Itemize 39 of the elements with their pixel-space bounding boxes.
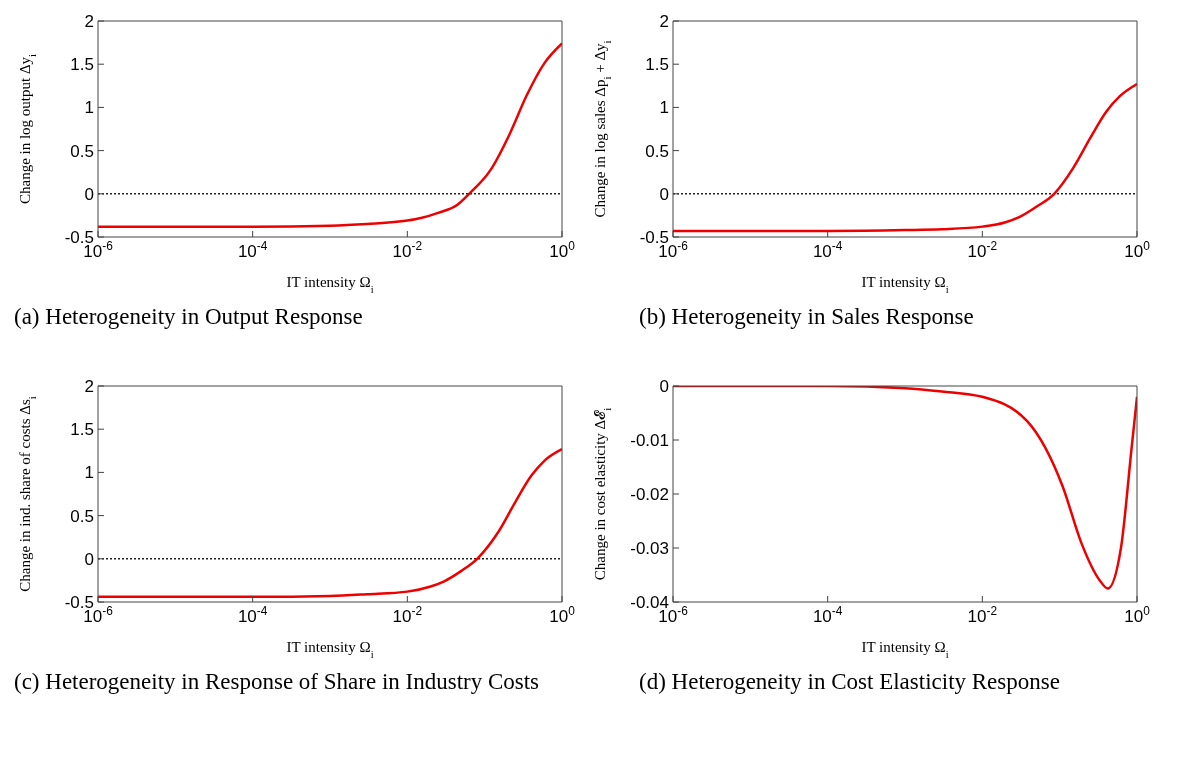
text: (c) Heterogeneity in Response of Share in Industry Costs — [13, 668, 541, 696]
x-tick-label: 10$^{-2}$ — [967, 604, 998, 626]
y-tick-label: -0.03 — [630, 539, 669, 558]
x-axis-title: IT intensity Ω$_{i}$ — [861, 639, 949, 660]
y-tick-label: 1 — [659, 98, 669, 118]
x-tick-label: 10$^{0}$ — [1124, 604, 1151, 626]
x-axis-title: IT intensity Ω$_{i}$ — [861, 274, 949, 295]
y-tick-label: 2 — [659, 12, 669, 31]
x-tick-label: 10$^{-4}$ — [812, 239, 843, 261]
text: (a) Heterogeneity in Output Response — [13, 303, 364, 331]
y-tick-label: 1.5 — [70, 55, 94, 75]
y-tick-label: -0.02 — [630, 485, 669, 504]
x-axis-title: IT intensity Ω$_{i}$ — [286, 274, 374, 295]
x-tick-label: 10$^{-4}$ — [237, 239, 268, 261]
x-tick-label: 10$^{-2}$ — [392, 239, 423, 261]
y-tick-label: 0.5 — [645, 141, 669, 161]
y-tick-label: 1 — [84, 98, 94, 118]
y-tick-label: 0 — [659, 184, 669, 204]
y-tick-label: 1.5 — [645, 55, 669, 75]
x-tick-label: 10$^{0}$ — [549, 604, 576, 626]
x-tick-label: 10$^{-4}$ — [812, 604, 843, 626]
x-tick-label: 10$^{-4}$ — [237, 604, 268, 626]
y-tick-label: 1.5 — [70, 420, 94, 440]
x-tick-label: 10$^{0}$ — [549, 239, 576, 261]
x-tick-label: 10$^{-2}$ — [392, 604, 423, 626]
x-tick-label: 10$^{0}$ — [1124, 239, 1151, 261]
y-tick-label: 0 — [84, 184, 94, 204]
x-axis-title: IT intensity Ω$_{i}$ — [286, 639, 374, 660]
y-tick-label: 0 — [659, 377, 669, 396]
x-tick-label: 10$^{-2}$ — [967, 239, 998, 261]
y-tick-label: 2 — [84, 12, 94, 31]
y-tick-label: 0.5 — [70, 506, 94, 526]
y-tick-label: 0 — [84, 549, 94, 569]
y-tick-label: -0.01 — [630, 431, 669, 450]
y-tick-label: 2 — [84, 377, 94, 396]
y-tick-label: 1 — [84, 463, 94, 483]
text: (b) Heterogeneity in Sales Response — [638, 303, 975, 331]
y-tick-label: 0.5 — [70, 141, 94, 161]
text: (d) Heterogeneity in Cost Elasticity Response — [638, 668, 1061, 696]
